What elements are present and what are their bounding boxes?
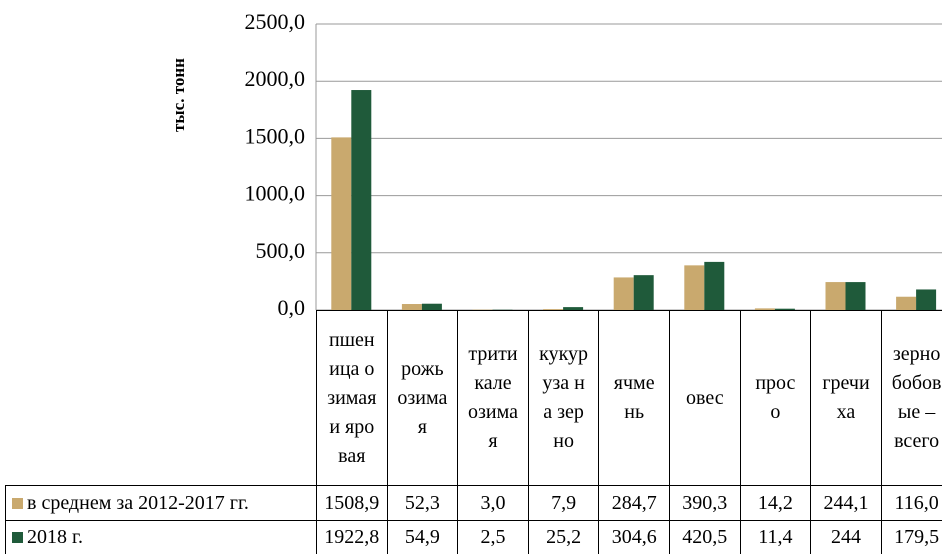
table-value: 1508,9 bbox=[316, 485, 388, 521]
category-cell: рожь озимая bbox=[386, 310, 459, 486]
table-value: 244,1 bbox=[810, 485, 882, 521]
category-cell: гречиха bbox=[810, 310, 882, 486]
table-value: 54,9 bbox=[386, 520, 459, 554]
legend-key bbox=[12, 532, 23, 543]
bar bbox=[825, 282, 846, 310]
bar bbox=[916, 289, 937, 310]
bar bbox=[633, 275, 654, 310]
bar bbox=[684, 265, 705, 310]
table-value: 304,6 bbox=[598, 520, 670, 554]
legend-label: 2018 г. bbox=[27, 526, 83, 548]
table-value: 116,0 bbox=[880, 485, 942, 521]
x-tick-label: рожь озимая bbox=[397, 357, 448, 438]
x-tick-label: гречиха bbox=[822, 372, 870, 423]
y-tick-label: 2500,0 bbox=[245, 9, 306, 34]
category-cell: пшеница озимая и яровая bbox=[316, 310, 388, 486]
legend-entry: 2018 г. bbox=[5, 520, 317, 554]
bar bbox=[401, 304, 422, 310]
category-cell: зернобобовые – всего bbox=[880, 310, 942, 486]
x-tick-label: ячмень bbox=[613, 372, 655, 423]
category-cell: ячмень bbox=[598, 310, 670, 486]
x-tick-label: тритикале озимая bbox=[467, 343, 518, 452]
y-tick-label: 1000,0 bbox=[245, 181, 306, 206]
table-value: 52,3 bbox=[386, 485, 459, 521]
table-value: 1922,8 bbox=[316, 520, 388, 554]
x-tick-label: просо bbox=[755, 372, 796, 423]
x-tick-label: овес bbox=[686, 386, 724, 409]
y-tick-label: 1500,0 bbox=[245, 123, 306, 148]
y-axis-title: тыс. тонн bbox=[169, 58, 188, 132]
bar bbox=[351, 90, 372, 310]
x-tick-label: пшеница озимая и яровая bbox=[327, 328, 377, 467]
legend-entry: в среднем за 2012-2017 гг. bbox=[5, 485, 317, 521]
legend-key bbox=[12, 497, 23, 509]
y-tick-label: 500,0 bbox=[256, 238, 306, 263]
bar bbox=[563, 307, 584, 310]
table-value: 179,5 bbox=[880, 520, 942, 554]
category-cell: овес bbox=[669, 310, 741, 486]
bar bbox=[543, 309, 564, 310]
table-value: 25,2 bbox=[527, 520, 600, 554]
table-value: 390,3 bbox=[669, 485, 741, 521]
bar bbox=[896, 296, 917, 310]
bar bbox=[421, 303, 442, 310]
table-value: 244 bbox=[810, 520, 882, 554]
bar bbox=[754, 308, 775, 310]
table-value: 420,5 bbox=[669, 520, 741, 554]
table-value: 11,4 bbox=[739, 520, 812, 554]
y-tick-label: 0,0 bbox=[278, 295, 306, 320]
category-cell: просо bbox=[739, 310, 812, 486]
bar bbox=[845, 282, 866, 310]
category-cell: тритикале озимая bbox=[457, 310, 529, 486]
x-tick-label: зернобобовые – всего bbox=[891, 343, 942, 452]
category-cell: кукуруза на зерно bbox=[527, 310, 600, 486]
table-value: 2,5 bbox=[457, 520, 529, 554]
x-tick-label: кукуруза на зерно bbox=[539, 343, 589, 452]
bar bbox=[704, 261, 725, 310]
table-value: 7,9 bbox=[527, 485, 600, 521]
bar bbox=[613, 277, 634, 310]
table-value: 3,0 bbox=[457, 485, 529, 521]
bar bbox=[774, 308, 795, 310]
y-tick-label: 2000,0 bbox=[245, 66, 306, 91]
table-value: 14,2 bbox=[739, 485, 812, 521]
table-value: 284,7 bbox=[598, 485, 670, 521]
bar bbox=[331, 137, 352, 310]
legend-label: в среднем за 2012-2017 гг. bbox=[27, 491, 249, 514]
